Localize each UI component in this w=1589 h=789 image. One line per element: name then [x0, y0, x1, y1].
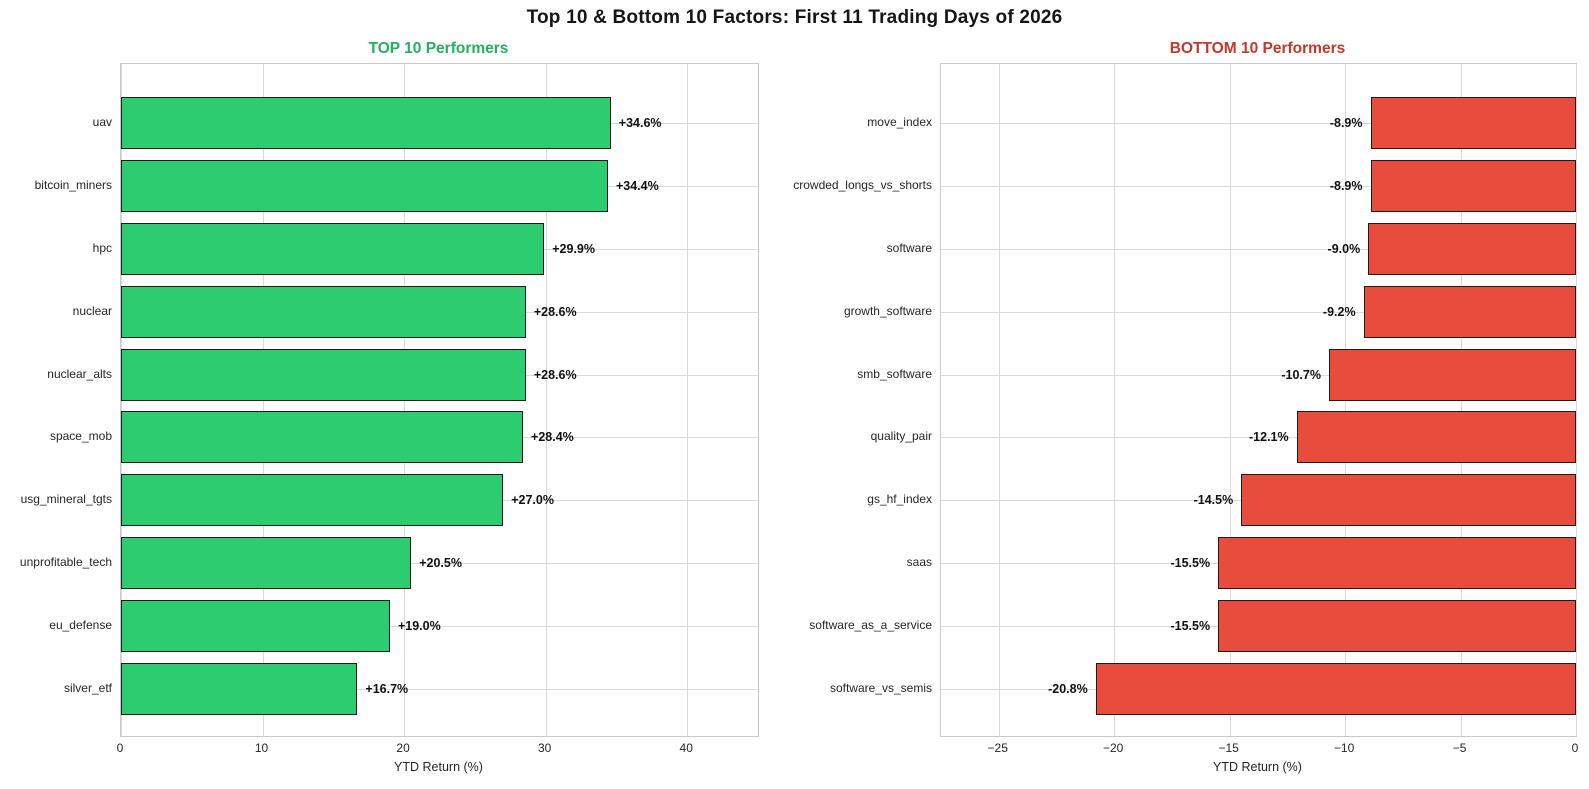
category-label: unprofitable_tech — [19, 555, 112, 569]
top-chart-x-axis-title: YTD Return (%) — [394, 760, 483, 774]
x-tick-label: −25 — [987, 741, 1008, 755]
bar — [121, 662, 358, 715]
bar — [1363, 285, 1576, 338]
value-label: +28.6% — [533, 304, 577, 319]
bar — [121, 285, 526, 338]
vertical-gridline — [1229, 64, 1231, 736]
x-tick-label: 30 — [537, 741, 552, 755]
top-chart-title: TOP 10 Performers — [368, 40, 509, 57]
category-label: eu_defense — [49, 617, 112, 632]
category-label: growth_software — [843, 303, 932, 318]
vertical-gridline — [687, 64, 689, 736]
bottom-chart-plot-area: -8.9% -8.9% -9.0% -9.2% -10.7% -12.1% -14.5% -1… — [940, 63, 1577, 737]
category-label: software_vs_semis — [829, 680, 932, 695]
vertical-gridline — [998, 64, 1000, 736]
horizontal-gridline — [941, 186, 1576, 188]
x-tick-label: −5 — [1452, 741, 1467, 755]
category-label: quality_pair — [870, 429, 932, 444]
x-tick-label: −20 — [1102, 741, 1124, 755]
category-label: space_mob — [49, 429, 112, 444]
bar — [1218, 599, 1576, 652]
bar — [121, 223, 545, 275]
bar — [121, 97, 611, 150]
category-label: software — [886, 241, 932, 255]
category-label: usg_mineral_tgts — [20, 492, 112, 507]
bar — [121, 348, 526, 401]
horizontal-gridline — [121, 688, 758, 690]
horizontal-gridline — [121, 625, 758, 627]
bar — [121, 474, 504, 527]
vertical-gridline — [1576, 64, 1577, 736]
horizontal-gridline — [941, 123, 1576, 125]
category-label: software_as_a_service — [809, 617, 932, 632]
value-label: -8.9% — [1329, 179, 1363, 194]
category-label: nuclear_alts — [47, 366, 112, 381]
value-label: +34.4% — [615, 179, 659, 194]
x-tick-label: 0 — [116, 741, 124, 755]
bar — [1328, 348, 1576, 401]
category-label: smb_software — [857, 366, 932, 381]
category-label: silver_etf — [63, 680, 112, 695]
value-label: -9.0% — [1327, 242, 1361, 256]
bar — [1368, 223, 1576, 275]
bar — [121, 537, 412, 589]
bar — [121, 160, 608, 213]
value-label: +20.5% — [419, 556, 462, 570]
vertical-gridline — [1114, 64, 1116, 736]
value-label: -20.8% — [1048, 681, 1088, 696]
value-label: -10.7% — [1281, 367, 1321, 382]
bottom-chart-x-axis-title: YTD Return (%) — [1213, 760, 1302, 774]
value-label: -15.5% — [1170, 618, 1211, 633]
bottom-chart-title: BOTTOM 10 Performers — [1169, 40, 1346, 57]
category-label: uav — [92, 115, 112, 130]
vertical-gridline — [545, 64, 547, 736]
bar — [1370, 160, 1576, 213]
category-label: bitcoin_miners — [34, 178, 112, 193]
value-label: -14.5% — [1193, 493, 1234, 508]
value-label: +29.9% — [552, 242, 595, 256]
horizontal-gridline — [941, 311, 1576, 313]
horizontal-gridline — [121, 563, 758, 564]
category-label: saas — [906, 555, 932, 569]
value-label: +27.0% — [511, 493, 554, 508]
value-label: +19.0% — [397, 618, 441, 633]
horizontal-gridline — [941, 437, 1576, 439]
bottom-chart-x-ticks: −25 −20 −15 −10 −5 0 — [940, 741, 1579, 757]
x-tick-label: 40 — [679, 741, 693, 755]
x-tick-label: 10 — [254, 741, 269, 755]
value-label: +16.7% — [365, 681, 409, 696]
bar — [1241, 474, 1576, 527]
category-label: nuclear — [72, 303, 112, 318]
top-chart-x-ticks: 0 10 20 30 40 — [116, 741, 757, 757]
bar — [1296, 411, 1576, 464]
horizontal-gridline — [941, 249, 1576, 250]
bar — [121, 599, 390, 652]
value-label: -12.1% — [1249, 430, 1289, 445]
value-label: -8.9% — [1329, 116, 1363, 131]
bar — [1095, 662, 1576, 715]
category-label: crowded_longs_vs_shorts — [793, 178, 932, 193]
category-label: hpc — [92, 241, 112, 255]
bar — [1218, 537, 1576, 589]
value-label: +28.6% — [533, 367, 577, 382]
category-label: move_index — [867, 115, 932, 130]
bar — [121, 411, 524, 464]
horizontal-gridline — [941, 374, 1576, 376]
x-tick-label: −10 — [1333, 741, 1355, 755]
x-tick-label: 20 — [396, 741, 410, 755]
value-label: +34.6% — [618, 116, 662, 131]
value-label: +28.4% — [531, 430, 574, 445]
value-label: -9.2% — [1322, 304, 1356, 319]
bar — [1370, 97, 1576, 150]
figure-title: Top 10 & Bottom 10 Factors: First 11 Tra… — [526, 7, 1063, 28]
x-tick-label: 0 — [1571, 741, 1579, 755]
x-tick-label: −15 — [1218, 741, 1239, 755]
top-chart-plot-area: +34.6% +34.4% +29.9% +28.6% +28.6% +28.4% +27.… — [120, 63, 759, 737]
category-label: gs_hf_index — [867, 492, 932, 507]
value-label: -15.5% — [1170, 556, 1211, 570]
